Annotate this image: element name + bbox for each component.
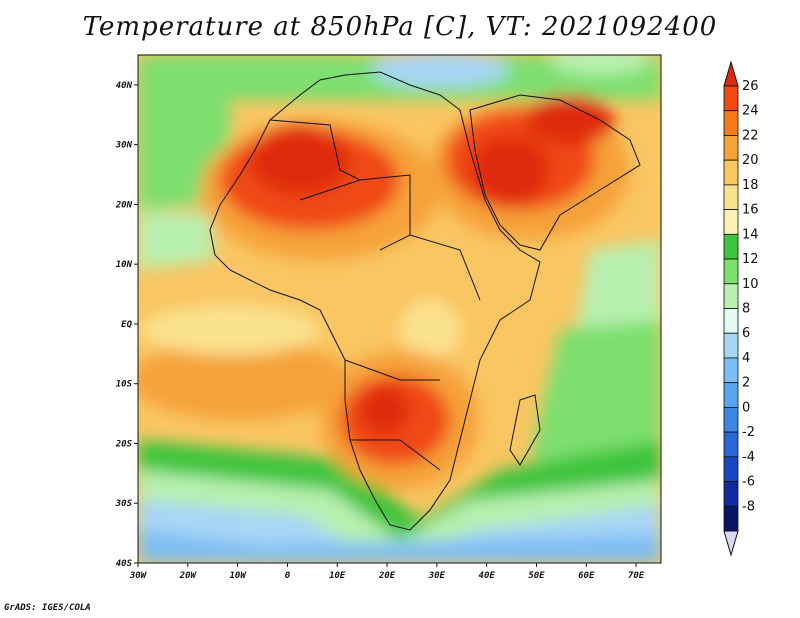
colorbar-box — [723, 209, 739, 235]
lat-tick-label: 20S — [115, 439, 133, 449]
colorbar-box — [723, 357, 739, 384]
colorbar-top-triangle — [723, 60, 739, 87]
colorbar-box — [723, 406, 739, 433]
colorbar-box — [723, 159, 739, 186]
lat-tick-label: EQ — [121, 320, 132, 330]
colorbar-box — [723, 283, 739, 309]
lon-tick-label: 30W — [129, 571, 148, 581]
map-title: Temperature at 850hPa [C], VT: 202109240… — [82, 12, 718, 42]
colorbar-box — [723, 431, 739, 458]
colorbar-box — [723, 308, 739, 334]
colorbar-level-label: 6 — [742, 326, 750, 341]
colorbar-level-label: 24 — [742, 104, 759, 119]
lat-tick-label: 40S — [116, 559, 133, 569]
colorbar-level-label: 16 — [742, 203, 759, 218]
colorbar-box — [723, 110, 739, 136]
colorbar-level-label: 20 — [742, 153, 759, 168]
colorbar-level-label: -4 — [742, 450, 755, 465]
colorbar-level-label: 12 — [742, 252, 759, 267]
colorbar-box — [723, 258, 739, 285]
lat-tick-label: 10N — [116, 260, 133, 270]
lon-tick-label: 20W — [179, 571, 198, 581]
temperature-field — [138, 55, 661, 563]
colorbar-level-label: 26 — [742, 79, 759, 94]
lat-tick-label: 30N — [115, 141, 133, 151]
colorbar-level-label: 2 — [742, 376, 750, 391]
colorbar-box — [723, 233, 739, 260]
colorbar-bottom-triangle — [723, 530, 739, 557]
lon-tick-label: 20E — [378, 571, 396, 581]
colorbar-level-label: 4 — [742, 351, 750, 366]
colorbar-box — [723, 382, 739, 408]
colorbar-box — [723, 505, 739, 532]
colorbar-level-label: -2 — [742, 425, 755, 440]
longitude-ticks: 30W 20W 10W 0 10E 20E 30E 40E 50E 60E 70E — [129, 563, 645, 581]
colorbar-level-label: 14 — [742, 227, 759, 242]
lon-tick-label: 30E — [428, 571, 446, 581]
map-frame — [137, 54, 662, 564]
colorbar-level-label: -8 — [742, 499, 755, 514]
latitude-ticks: 40N 30N 20N 10N EQ 10S 20S 30S 40S — [115, 81, 138, 569]
colorbar-level-label: -6 — [742, 475, 755, 490]
colorbar-box — [723, 135, 739, 161]
lat-tick-label: 30S — [115, 499, 133, 509]
colorbar-box — [723, 456, 739, 482]
colorbar-box — [723, 332, 739, 359]
colorbar-level-label: 10 — [742, 277, 759, 292]
colorbar-level-label: 22 — [742, 128, 759, 143]
colorbar-level-label: 8 — [742, 302, 750, 317]
lon-tick-label: 0 — [285, 571, 291, 581]
lat-tick-label: 20N — [115, 200, 133, 210]
colorbar-box — [723, 481, 739, 507]
coastlines — [209, 71, 641, 531]
lon-tick-label: 60E — [578, 571, 595, 581]
lon-tick-label: 10E — [329, 571, 346, 581]
colorbar-level-label: 0 — [742, 400, 750, 415]
grads-credit: GrADS: IGES/COLA — [4, 603, 91, 613]
lat-tick-label: 40N — [116, 81, 133, 91]
lon-tick-label: 10W — [229, 571, 247, 581]
lat-tick-label: 10S — [116, 380, 133, 390]
colorbar-box — [723, 85, 739, 112]
lon-tick-label: 50E — [528, 571, 545, 581]
colorbar-level-label: 18 — [742, 178, 759, 193]
lon-tick-label: 40E — [479, 571, 496, 581]
colorbar-box — [723, 184, 739, 211]
lon-tick-label: 70E — [628, 571, 645, 581]
